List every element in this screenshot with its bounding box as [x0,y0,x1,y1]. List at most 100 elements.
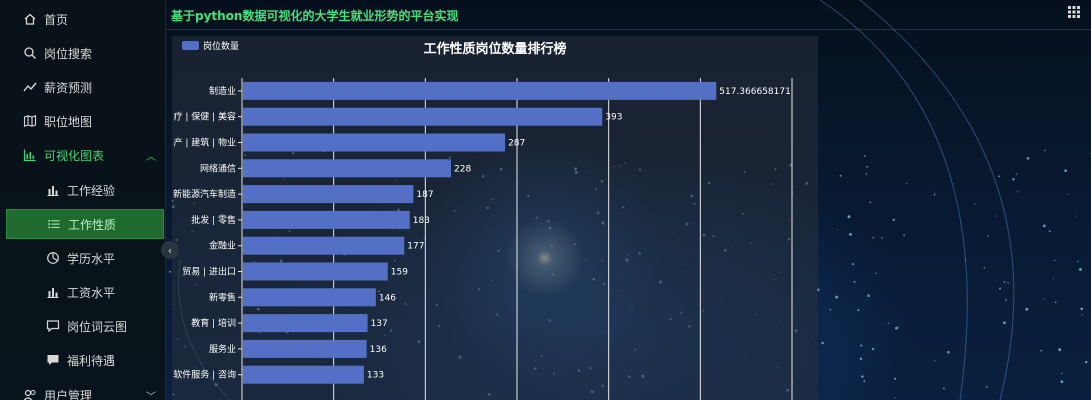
background-star [892,218,895,221]
sidebar-item-job-search[interactable]: 岗位搜索 [0,38,166,68]
background-star [1015,173,1018,175]
sidebar-item-label: 可视化图表 [44,148,105,163]
sidebar-item-home[interactable]: 首页 [0,4,166,34]
bar[interactable] [243,107,603,126]
background-star [933,193,936,196]
background-star [1089,153,1091,154]
background-star [821,341,824,345]
background-star [983,267,985,269]
background-star [169,270,172,273]
background-star [819,394,821,396]
pie-icon [45,250,61,266]
value-label: 146 [379,293,396,303]
chart-legend[interactable]: 岗位数量 [182,39,239,52]
category-label: 新零售 [209,291,236,303]
background-star [1080,307,1084,311]
category-label: 产 | 建筑 | 物业 [173,137,236,149]
background-star [1054,260,1056,262]
background-star [1058,348,1062,352]
background-star [906,182,908,185]
search-icon [22,45,38,61]
category-label: 网络通信 [200,162,236,174]
background-star [853,280,856,283]
sidebar-item-word-cloud[interactable]: 岗位词云图 [0,311,166,341]
sidebar-item-work-nature[interactable]: 工作性质 [6,209,164,239]
background-star [1064,169,1067,173]
background-star [998,175,1000,178]
sidebar-item-label: 岗位搜索 [44,46,93,61]
grid-icon[interactable] [1067,5,1081,19]
category-label: 软件服务 | 咨询 [173,369,236,381]
background-star [1012,178,1015,181]
background-star [864,155,866,157]
background-star [894,377,897,380]
legend-swatch [182,41,199,50]
bar[interactable] [243,314,368,333]
background-star [895,326,898,330]
chevron-down-icon: ﹀ [146,391,156,400]
background-star [829,309,831,311]
sidebar-item-label: 用户管理 [44,388,93,400]
value-label: 517.366658171 [719,87,791,97]
sidebar-item-visualization[interactable]: 可视化图表 ︿ [0,140,166,170]
sidebar-item-label: 工作经验 [67,183,116,198]
legend-label: 岗位数量 [203,42,240,52]
category-label: 贸易 | 进出口 [182,266,236,278]
background-star [871,347,875,351]
bar-chart-icon [45,284,61,300]
background-star [974,203,976,205]
bar[interactable] [243,185,414,204]
sidebar: 首页 岗位搜索 薪资预测 职位地图 可视化图表 ︿ 工作经验 工作性 [0,0,166,400]
bar[interactable] [243,288,376,307]
bar-chart: 制造业 517.366658171 疗 | 保健 | 美容 393 产 | 建筑 | 物… [173,78,793,400]
background-star [999,287,1001,290]
category-label: 服务业 [209,343,236,355]
bar[interactable] [243,365,364,384]
list-icon [46,216,62,232]
value-label: 133 [367,371,384,381]
sidebar-item-work-experience[interactable]: 工作经验 [0,175,166,205]
background-star [947,350,950,354]
sidebar-item-label: 首页 [44,12,69,27]
bar[interactable] [243,133,506,152]
category-label: 疗 | 保健 | 美容 [173,111,236,123]
background-star [1017,191,1019,193]
value-label: 287 [508,139,525,149]
background-star [837,229,839,231]
sidebar-item-education-level[interactable]: 学历水平 [0,243,166,273]
comment-icon [45,318,61,334]
background-star [1048,230,1051,233]
background-star [1025,307,1029,311]
background-star [943,387,945,390]
background-star [875,272,877,274]
bar[interactable] [243,262,388,281]
bar[interactable] [243,159,451,178]
home-icon [22,11,38,27]
sidebar-item-salary-level[interactable]: 工资水平 [0,277,166,307]
bar[interactable] [243,339,367,358]
sidebar-item-salary-prediction[interactable]: 薪资预测 [0,72,166,102]
background-star [969,313,971,315]
background-star [1003,321,1006,325]
background-star [1075,215,1077,217]
background-star [839,174,842,177]
collapse-sidebar-button[interactable]: ‹ [161,241,179,259]
background-star [1060,380,1064,384]
sidebar-item-label: 工资水平 [67,285,116,300]
bar[interactable] [243,81,717,100]
bar[interactable] [243,210,410,229]
background-star [1042,224,1046,228]
users-icon [22,387,38,400]
sidebar-item-label: 工作性质 [68,217,117,232]
value-label: 183 [413,216,430,226]
background-star [869,201,872,203]
sidebar-item-benefits[interactable]: 福利待遇 [0,345,166,375]
category-label: 教育 | 培训 [191,317,236,329]
bar[interactable] [243,236,405,255]
background-star [1007,282,1009,284]
sidebar-item-job-map[interactable]: 职位地图 [0,106,166,136]
sidebar-item-user-management[interactable]: 用户管理 ﹀ [0,380,166,400]
page-title: 基于python数据可视化的大学生就业形势的平台实现 [171,9,459,23]
background-star [934,191,936,193]
background-star [872,236,875,239]
